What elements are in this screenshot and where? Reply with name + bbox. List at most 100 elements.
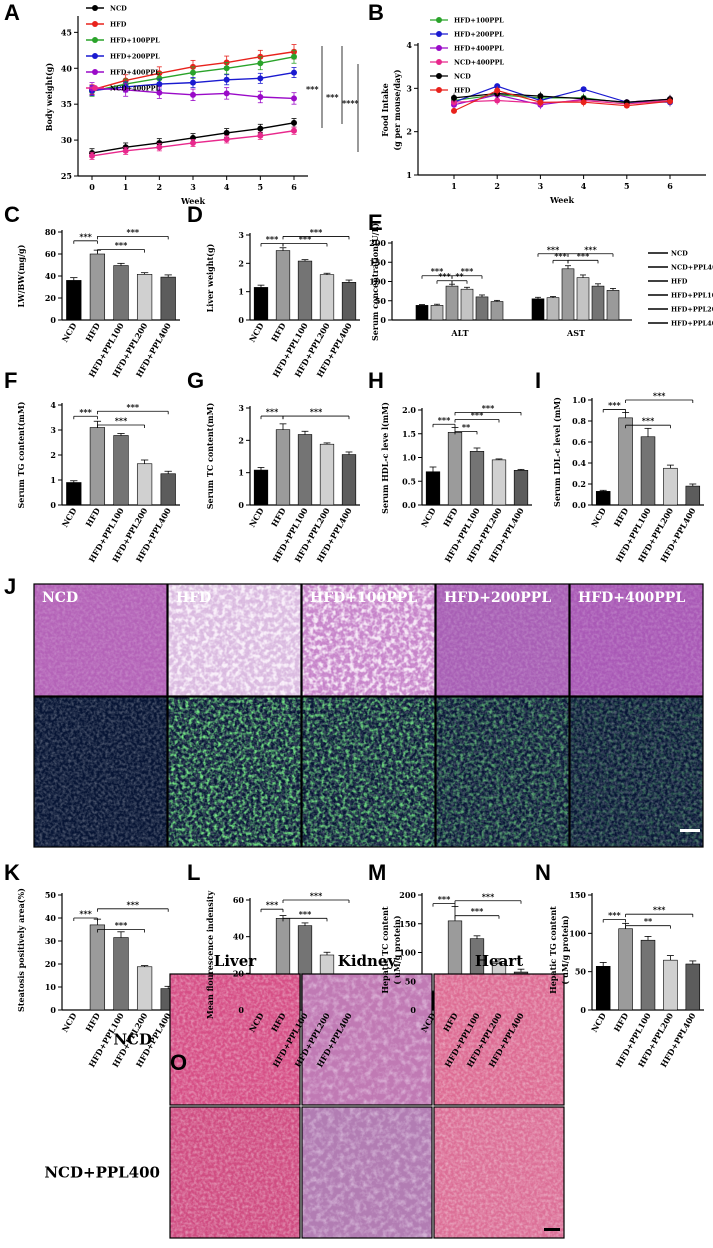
legend-label: HFD+400PPL — [110, 69, 160, 77]
bar-hfd-ppl200 — [663, 467, 678, 506]
y-axis-label: Serum LDL-c level (mM) — [552, 397, 562, 507]
significance-label: *** — [79, 909, 92, 919]
micrograph-border — [167, 696, 302, 848]
y-tick-label: 0.2 — [572, 479, 586, 489]
bar-ncd-alt — [415, 305, 429, 321]
panel-label-c: C — [4, 202, 20, 227]
series-hfd-400ppl — [451, 90, 673, 110]
y-tick-label: 150 — [399, 919, 416, 929]
significance-bracket — [451, 280, 468, 284]
lipid-vacuoles — [302, 584, 435, 696]
data-point — [257, 132, 264, 139]
y-axis-label-units: ( uM/g protein) — [392, 915, 402, 984]
bar-hfd-ppl200 — [491, 459, 507, 506]
legend-label: HFD+PPL100 — [671, 292, 713, 300]
x-tick-label: HFD — [83, 1011, 102, 1034]
significance-label: *** — [608, 400, 621, 410]
micrograph-border — [301, 1106, 433, 1239]
he-micrograph-hfd — [167, 583, 302, 697]
bar-hfd-ppl200 — [319, 274, 335, 321]
significance-label: *** — [438, 894, 451, 904]
bar-hfd-ppl200 — [319, 443, 335, 506]
x-tick-label: 6 — [291, 182, 297, 192]
significance-bracket — [282, 236, 350, 240]
significance-bracket — [97, 929, 146, 933]
data-point — [580, 86, 587, 93]
y-tick-label: 0 — [50, 1005, 56, 1015]
significance-label: *** — [127, 899, 140, 909]
legend-swatch-marker — [436, 59, 442, 65]
organ-micrograph-heart-ncd — [433, 973, 565, 1106]
significance-bracket — [73, 240, 98, 244]
bar-hfd-ppl200-ast — [591, 285, 605, 321]
y-axis-label: Serum TC content(mM) — [205, 403, 215, 510]
y-tick-label: 2 — [406, 127, 412, 137]
significance-bracket — [432, 903, 456, 907]
y-tick-label: 1 — [50, 475, 56, 485]
panel-label-f: F — [4, 368, 17, 393]
significance-label: *** — [127, 402, 140, 412]
micrograph-title: HFD — [176, 590, 211, 606]
legend-label: NCD — [671, 250, 688, 258]
legend-swatch-marker — [92, 5, 98, 11]
bar-hfd — [89, 427, 106, 506]
significance-bracket — [97, 424, 146, 428]
y-tick-label: 20 — [45, 293, 57, 303]
he-texture — [436, 584, 569, 696]
bar-hfd-ppl400-ast — [606, 290, 620, 321]
micrograph-border — [33, 583, 168, 697]
series-line — [453, 89, 671, 112]
y-tick-label: 200 — [369, 238, 386, 248]
x-tick-label: NCD — [247, 506, 266, 529]
y-axis-label-units: (g per mouse/day) — [392, 69, 402, 150]
bar-hfd-ppl400 — [685, 963, 701, 1011]
x-tick-label: 2 — [494, 181, 500, 191]
oil-red-micrograph-hfd-100ppl — [301, 696, 436, 848]
significance-bracket — [432, 423, 456, 428]
significance-label: *** — [577, 251, 590, 261]
bar-hfd-ppl100 — [469, 451, 485, 506]
micrograph-border — [167, 583, 302, 697]
significance-bracket — [625, 399, 694, 403]
y-tick-label: 50 — [405, 976, 417, 986]
bar-hfd — [89, 253, 106, 321]
micrograph-border — [433, 973, 565, 1106]
significance-label: *** — [266, 407, 279, 417]
significance-label: *** — [438, 271, 451, 281]
x-tick-label: 3 — [538, 181, 544, 191]
significance-label: *** — [79, 231, 92, 241]
data-point — [291, 69, 297, 76]
bar-hfd-ppl200 — [136, 463, 153, 506]
significance-bracket — [454, 900, 522, 904]
legend-swatch-marker — [92, 53, 98, 59]
data-point — [451, 107, 457, 114]
data-point — [190, 69, 196, 76]
significance-bracket — [625, 424, 671, 429]
organ-column-label: Kidney — [338, 952, 398, 970]
y-tick-label: 25 — [61, 171, 72, 181]
y-tick-label: 45 — [61, 27, 72, 37]
y-tick-label: 50 — [45, 890, 57, 900]
y-tick-label: 20 — [233, 968, 245, 978]
bar-hfd — [89, 924, 106, 1011]
significance-bracket — [97, 908, 169, 912]
scale-bar — [544, 1228, 560, 1231]
bar-hfd-ppl100 — [113, 435, 129, 506]
legend-swatch-marker — [436, 87, 442, 93]
micrograph-border — [435, 583, 570, 697]
organ-micrograph-kidney-ncd — [301, 973, 433, 1106]
nuclei-texture — [34, 697, 167, 847]
legend-label: HFD — [454, 87, 471, 95]
data-point — [223, 129, 230, 136]
bar-hfd-ppl100 — [113, 937, 129, 1011]
y-tick-label: 1 — [406, 170, 412, 180]
x-axis-label: Week — [180, 196, 206, 206]
series-hfd — [451, 86, 673, 114]
y-tick-label: 2.0 — [402, 405, 416, 415]
significance-bracket — [97, 249, 146, 253]
legend-label: HFD+100PPL — [454, 17, 504, 25]
bar-hfd — [447, 432, 463, 506]
x-tick-label: NCD — [589, 1011, 608, 1034]
y-tick-label: 40 — [233, 932, 245, 942]
significance-bracket — [97, 235, 169, 240]
